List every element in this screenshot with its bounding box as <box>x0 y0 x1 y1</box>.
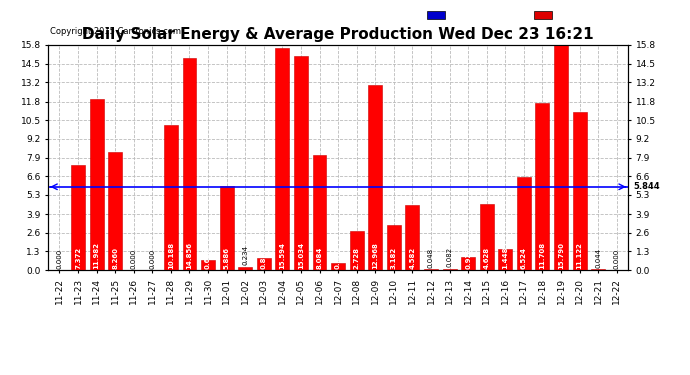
Text: 14.856: 14.856 <box>186 242 193 269</box>
Text: Copyright 2015 Cartronics.com: Copyright 2015 Cartronics.com <box>50 27 181 36</box>
Text: 0.000: 0.000 <box>149 248 155 268</box>
Bar <box>480 204 493 270</box>
Text: 1.448: 1.448 <box>502 247 509 269</box>
Text: 5.844: 5.844 <box>633 182 660 191</box>
Text: 4.628: 4.628 <box>484 247 490 269</box>
Bar <box>573 112 586 270</box>
Text: 6.524: 6.524 <box>521 247 527 269</box>
Text: 11.708: 11.708 <box>540 242 546 269</box>
Text: 10.188: 10.188 <box>168 242 174 269</box>
Text: 2.728: 2.728 <box>354 247 359 269</box>
Text: 0.686: 0.686 <box>205 247 211 269</box>
Text: 3.182: 3.182 <box>391 247 397 269</box>
Bar <box>108 152 122 270</box>
Text: 15.594: 15.594 <box>279 242 286 269</box>
Title: Daily Solar Energy & Average Production Wed Dec 23 16:21: Daily Solar Energy & Average Production … <box>82 27 594 42</box>
Bar <box>90 99 104 270</box>
Text: 0.820: 0.820 <box>261 247 267 269</box>
Bar <box>591 269 605 270</box>
Bar <box>294 56 308 270</box>
Text: 12.968: 12.968 <box>372 242 378 269</box>
Bar <box>275 48 289 270</box>
Text: 8.084: 8.084 <box>317 247 322 269</box>
Bar <box>424 269 438 270</box>
Text: 0.470: 0.470 <box>335 247 341 269</box>
Text: 11.122: 11.122 <box>577 242 582 269</box>
Text: 7.372: 7.372 <box>75 247 81 269</box>
Text: 15.034: 15.034 <box>298 242 304 269</box>
Text: 5.886: 5.886 <box>224 247 230 269</box>
Text: 0.922: 0.922 <box>465 247 471 269</box>
Text: 0.044: 0.044 <box>595 248 601 268</box>
Bar <box>442 269 457 270</box>
Bar <box>201 260 215 270</box>
Text: 15.790: 15.790 <box>558 242 564 269</box>
Text: 0.048: 0.048 <box>428 248 434 268</box>
Text: 8.260: 8.260 <box>112 247 118 269</box>
Bar <box>313 155 326 270</box>
Bar <box>461 257 475 270</box>
Bar <box>387 225 401 270</box>
Text: 4.582: 4.582 <box>409 247 415 269</box>
Bar <box>498 249 512 270</box>
Text: 0.234: 0.234 <box>242 245 248 265</box>
Legend: Average  (kWh), Daily  (kWh): Average (kWh), Daily (kWh) <box>425 9 623 22</box>
Bar <box>219 186 234 270</box>
Bar <box>535 103 549 270</box>
Bar <box>368 86 382 270</box>
Bar <box>183 58 197 270</box>
Bar <box>331 263 345 270</box>
Bar <box>554 45 568 270</box>
Bar <box>238 267 252 270</box>
Bar <box>257 258 270 270</box>
Text: 11.982: 11.982 <box>94 242 99 269</box>
Text: 0.082: 0.082 <box>446 247 453 267</box>
Bar <box>71 165 85 270</box>
Bar <box>164 125 178 270</box>
Bar <box>517 177 531 270</box>
Bar <box>406 205 420 270</box>
Text: 0.000: 0.000 <box>613 248 620 268</box>
Bar <box>350 231 364 270</box>
Text: 0.000: 0.000 <box>130 248 137 268</box>
Text: 0.000: 0.000 <box>57 248 63 268</box>
